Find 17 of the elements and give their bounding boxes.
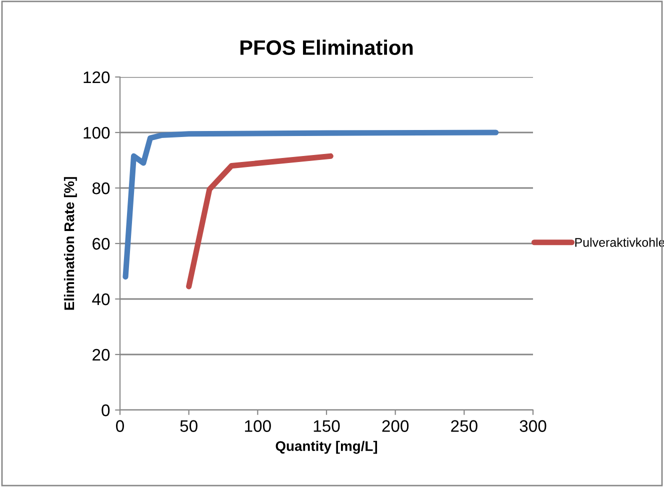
y-axis-title: Elimination Rate [%] xyxy=(64,177,77,310)
x-tick-label: 100 xyxy=(245,420,271,432)
x-tick-label: 0 xyxy=(116,420,124,432)
y-tick-label: 120 xyxy=(84,71,110,84)
x-axis-title: Quantity [mg/L] xyxy=(276,440,378,454)
y-tick-label: 40 xyxy=(92,293,110,306)
y-tick-label: 0 xyxy=(102,404,110,416)
x-tick-label: 200 xyxy=(382,420,409,432)
y-tick-label: 100 xyxy=(84,126,110,139)
x-tick-label: 150 xyxy=(314,420,340,432)
x-tick-label: 250 xyxy=(451,420,478,432)
y-tick-label: 20 xyxy=(92,348,110,361)
chart-title: PFOS Elimination xyxy=(240,40,413,55)
y-tick-label: 80 xyxy=(92,182,110,194)
y-tick-label: 60 xyxy=(92,238,110,250)
x-tick-label: 300 xyxy=(520,420,546,432)
x-tick-label: 50 xyxy=(180,420,198,432)
